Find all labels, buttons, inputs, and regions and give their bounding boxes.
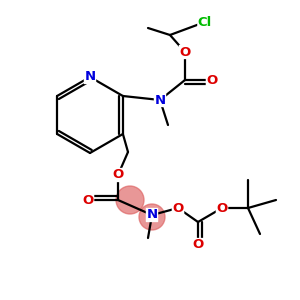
Text: N: N	[146, 208, 158, 221]
Text: O: O	[112, 169, 124, 182]
Text: O: O	[172, 202, 184, 214]
Text: O: O	[206, 74, 218, 86]
Text: O: O	[179, 46, 191, 59]
Text: N: N	[146, 208, 158, 221]
Text: Cl: Cl	[198, 16, 212, 28]
Text: O: O	[192, 238, 204, 251]
Text: N: N	[154, 94, 166, 106]
Text: Cl: Cl	[198, 16, 212, 28]
Text: O: O	[179, 46, 191, 59]
Text: N: N	[84, 70, 96, 83]
Text: O: O	[192, 238, 204, 251]
Text: N: N	[154, 94, 166, 106]
Text: O: O	[112, 169, 124, 182]
Text: O: O	[206, 74, 218, 86]
Text: O: O	[216, 202, 228, 214]
Circle shape	[139, 204, 165, 230]
Text: O: O	[82, 194, 94, 206]
Text: O: O	[216, 202, 228, 214]
Text: N: N	[84, 70, 96, 83]
Text: O: O	[172, 202, 184, 214]
Circle shape	[116, 186, 144, 214]
Text: O: O	[82, 194, 94, 206]
